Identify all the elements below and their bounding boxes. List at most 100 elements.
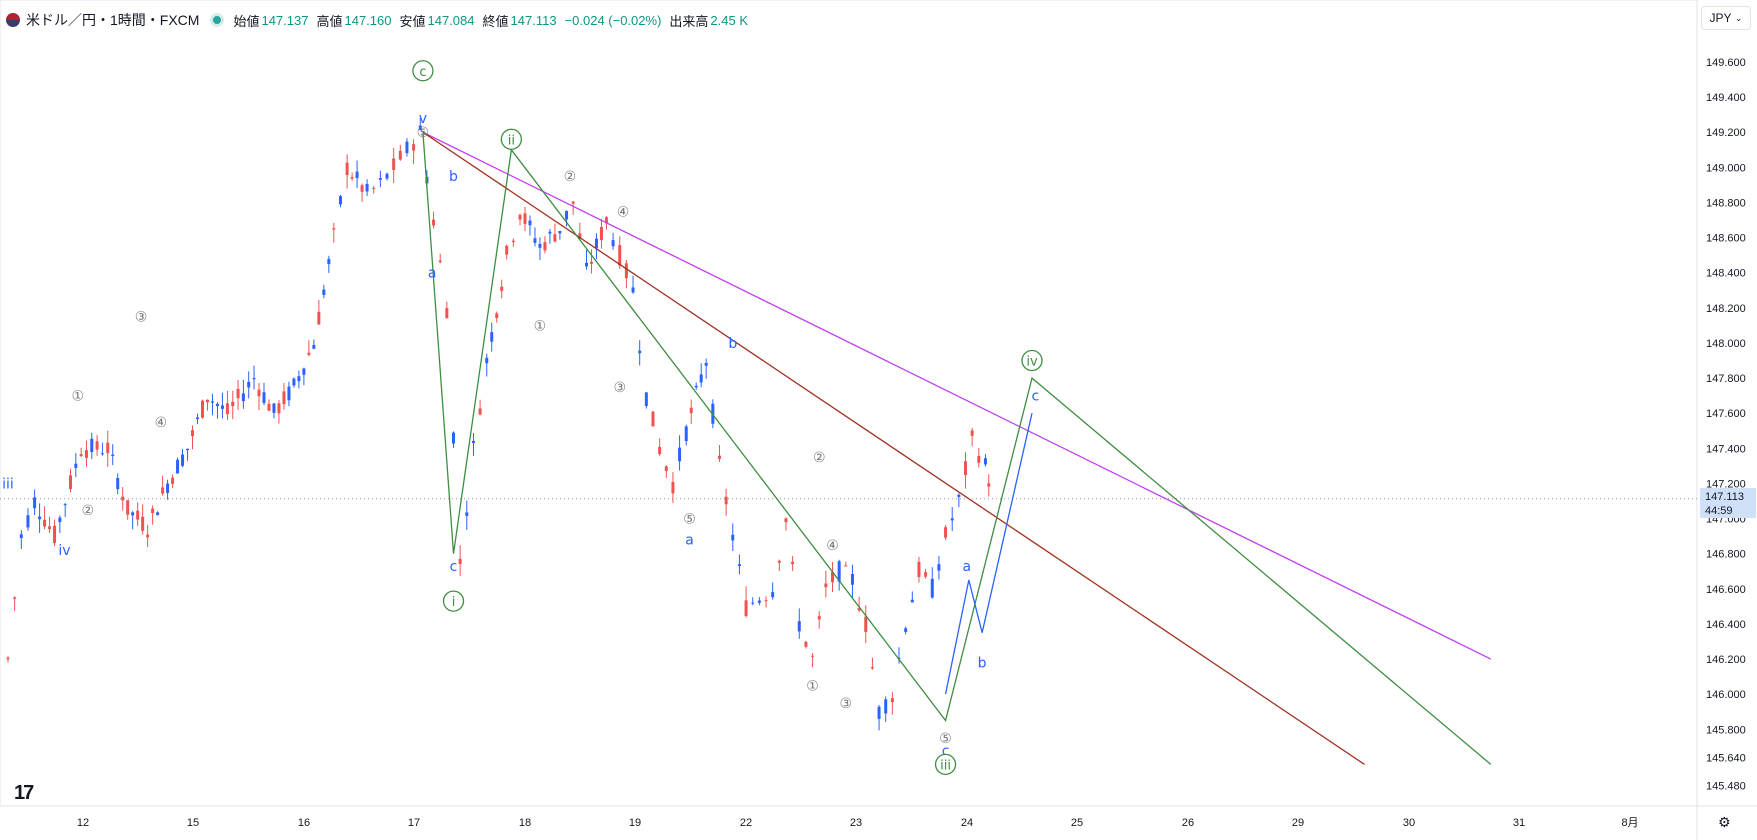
candle-body [757, 600, 761, 603]
settings-icon[interactable]: ⚙ [1718, 814, 1731, 830]
symbol-title[interactable]: 米ドル／円・1時間・FXCM [26, 12, 200, 28]
candle-body [282, 391, 286, 405]
candle-body [824, 583, 828, 588]
candle-body [884, 699, 888, 714]
candle-body [161, 487, 165, 494]
y-tick-label: 148.000 [1706, 338, 1746, 350]
candle-body [584, 262, 588, 267]
candle-body [438, 260, 442, 263]
candle-body [84, 450, 88, 458]
candle-body [171, 477, 175, 484]
wave-label: ③ [135, 310, 148, 326]
open-value: 147.137 [261, 12, 309, 28]
candle-body [684, 426, 688, 441]
candle-body [355, 171, 359, 179]
candle-body [864, 616, 868, 632]
last-price-value: 147.113 [1705, 491, 1744, 503]
wave-label: ④ [826, 538, 839, 554]
y-tick-label: 147.400 [1706, 443, 1746, 455]
candle-body [307, 352, 311, 355]
candle-body [857, 608, 861, 611]
wave-label: b [728, 336, 737, 352]
candle-body [611, 240, 615, 247]
candle-body [689, 407, 693, 414]
candle-body [924, 572, 928, 577]
candle-body [737, 564, 741, 567]
candle-body [412, 144, 416, 151]
candle-body [671, 482, 675, 494]
candle-body [146, 534, 150, 538]
wave-label: ② [82, 503, 95, 519]
candle-body [338, 196, 342, 205]
candle-body [604, 217, 608, 224]
candle-body [136, 510, 140, 520]
candle-body [365, 183, 369, 192]
candle-body [717, 455, 721, 459]
currency-button[interactable]: JPY ⌄ [1701, 6, 1751, 30]
candle-body [385, 173, 389, 179]
candle-body [548, 231, 552, 234]
candle-body [176, 459, 180, 474]
candle-body [106, 442, 110, 454]
wave-label-circle [442, 590, 465, 612]
wave-label: ⑤ [417, 125, 430, 141]
candle-body [181, 454, 185, 466]
candle-body [405, 141, 409, 154]
candle-body [764, 600, 768, 602]
y-tick-label: 148.800 [1706, 197, 1746, 209]
candle-body [791, 561, 795, 565]
candle-body [38, 516, 42, 520]
trendline[interactable] [422, 132, 1492, 765]
candle-body [837, 561, 841, 582]
candle-body [983, 458, 987, 465]
candle-body [744, 600, 748, 616]
wave-label: c [942, 743, 950, 759]
candle-body [257, 389, 261, 397]
trendline[interactable] [422, 131, 1492, 660]
x-tick-label: 30 [1403, 817, 1415, 829]
candle-body [987, 483, 991, 487]
candle-body [495, 313, 499, 319]
candle-body [644, 392, 648, 407]
wave-label: ③ [840, 696, 853, 712]
wave-label-circle [1021, 349, 1043, 372]
candle-body [131, 512, 135, 516]
candle-body [33, 497, 37, 509]
wave-label: ① [534, 318, 547, 334]
y-tick-label: 149.200 [1706, 127, 1746, 139]
trendline[interactable] [422, 131, 1365, 765]
wave-label: iv [58, 543, 70, 559]
candle-body [48, 526, 52, 530]
candle-body [272, 403, 276, 413]
candle-body [58, 517, 62, 523]
candle-body [458, 558, 462, 564]
trendline[interactable] [944, 413, 1033, 695]
x-tick-label: 19 [629, 817, 641, 829]
candle-body [6, 657, 10, 660]
wave-label: b [978, 656, 987, 672]
candle-body [141, 516, 145, 531]
candle-body [505, 245, 509, 255]
wave-label: iii [2, 476, 14, 492]
tradingview-logo-icon[interactable]: 17 [14, 782, 34, 804]
symbol-header: 米ドル／円・1時間・FXCM 始値 147.137 高値 147.160 安値 … [6, 10, 756, 30]
candle-body [116, 477, 120, 490]
candle-body [63, 504, 67, 506]
candle-body [694, 385, 698, 388]
y-tick-label: 148.400 [1706, 268, 1746, 280]
wave-label: ii [508, 133, 515, 148]
candle-body [651, 411, 655, 427]
candle-body [247, 381, 251, 388]
wave-label: ① [72, 389, 85, 405]
candles [6, 118, 991, 731]
candle-body [302, 368, 306, 375]
wave-label-circle [934, 753, 957, 776]
x-tick-label: 25 [1071, 817, 1083, 829]
currency-label: JPY [1709, 11, 1732, 25]
candle-body [126, 500, 130, 515]
candle-body [970, 430, 974, 436]
wave-label-circle [412, 60, 434, 82]
candle-body [478, 408, 482, 415]
candle-body [817, 616, 821, 620]
